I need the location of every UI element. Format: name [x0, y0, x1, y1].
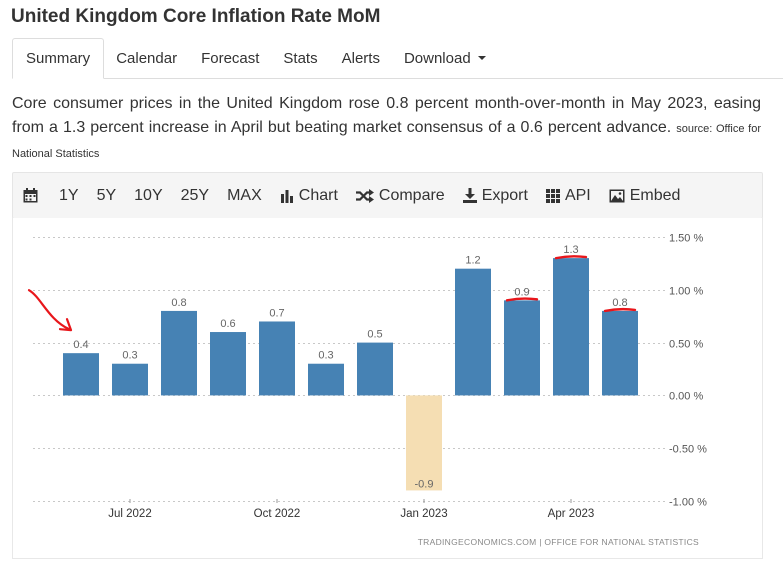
tab-download-label: Download: [403, 49, 471, 67]
data-label: 0.5: [367, 329, 382, 341]
tab-download[interactable]: Download: [392, 38, 498, 78]
tab-calendar[interactable]: Calendar: [116, 49, 178, 67]
api-button-label: API: [564, 186, 591, 204]
image-icon: [609, 189, 625, 202]
export-button[interactable]: Export: [454, 173, 537, 218]
y-tick-label: -1.00 %: [669, 497, 707, 509]
chart-container: 0.4 0.3 0.8 0.6 0.7 0.3 0.5 -0.9 1.2 0.9 1.3 0.8 1.…: [12, 218, 763, 559]
axis-layer: 1.50 % 1.00 % 0.50 % 0.00 % -0.50 % -1.00 % Ju…: [108, 233, 707, 521]
data-label: -0.9: [415, 478, 434, 490]
range-max-button[interactable]: MAX: [227, 186, 262, 204]
bar[interactable]: [63, 353, 99, 396]
tab-bar: Summary Calendar Forecast Stats Alerts D…: [12, 38, 783, 79]
data-label: 0.8: [171, 297, 186, 309]
y-tick-label: -0.50 %: [669, 444, 707, 456]
bar[interactable]: [504, 300, 540, 396]
x-tick-label: Apr 2023: [548, 508, 595, 520]
page-title: United Kingdom Core Inflation Rate MoM: [11, 6, 381, 27]
data-label: 0.9: [514, 286, 529, 298]
annotation-arrowhead: [58, 318, 73, 332]
range-10y-button[interactable]: 10Y: [134, 186, 163, 204]
annotation-underline: [603, 307, 637, 313]
annotation-underline: [554, 255, 588, 260]
calendar-button[interactable]: [13, 173, 50, 218]
calendar-icon: [23, 188, 38, 203]
data-label: 0.6: [220, 318, 235, 330]
tab-summary[interactable]: Summary: [12, 38, 105, 79]
api-button[interactable]: API: [537, 173, 600, 218]
download-icon: [462, 188, 477, 203]
compare-button[interactable]: Compare: [347, 173, 454, 218]
embed-button[interactable]: Embed: [600, 173, 690, 218]
y-tick-label: 0.00 %: [669, 391, 703, 403]
summary-text: Core consumer prices in the United Kingd…: [12, 92, 761, 166]
chart-credit: TRADINGECONOMICS.COM | OFFICE FOR NATION…: [418, 537, 699, 547]
data-label: 0.3: [122, 350, 137, 362]
bar[interactable]: [259, 321, 295, 396]
data-label: 0.3: [318, 350, 333, 362]
bar[interactable]: [406, 395, 442, 491]
annotation-underline: [505, 297, 539, 302]
data-label: 0.7: [269, 307, 284, 319]
data-label: 1.2: [465, 255, 480, 267]
y-tick-label: 1.50 %: [669, 233, 703, 245]
compare-button-label: Compare: [378, 186, 445, 204]
embed-button-label: Embed: [629, 186, 681, 204]
bar[interactable]: [357, 342, 393, 396]
bar-chart: 0.4 0.3 0.8 0.6 0.7 0.3 0.5 -0.9 1.2 0.9 1.3 0.8 1.…: [27, 233, 707, 547]
bar[interactable]: [602, 310, 638, 396]
x-tick-label: Jan 2023: [400, 508, 447, 520]
range-25y-button[interactable]: 25Y: [180, 186, 210, 204]
bar-layer: [63, 258, 638, 491]
bar-chart-icon: [280, 189, 293, 203]
annotation-layer: [27, 255, 637, 332]
caret-down-icon: [477, 56, 486, 60]
tab-stats[interactable]: Stats: [283, 49, 318, 67]
data-label: 0.8: [612, 297, 627, 309]
chart-button-label: Chart: [298, 186, 338, 204]
x-tick-label: Jul 2022: [108, 508, 151, 520]
label-layer: 0.4 0.3 0.8 0.6 0.7 0.3 0.5 -0.9 1.2 0.9 1.3 0.8: [73, 244, 627, 490]
chart-toolbar: 1Y 5Y 10Y 25Y MAX Chart Compare Export: [12, 172, 763, 219]
range-5y-button[interactable]: 5Y: [96, 186, 117, 204]
tab-forecast[interactable]: Forecast: [201, 49, 260, 67]
grid-layer: [33, 237, 666, 502]
data-label: 0.4: [73, 339, 88, 351]
y-tick-label: 1.00 %: [669, 286, 703, 298]
chart-button[interactable]: Chart: [271, 173, 347, 218]
bar[interactable]: [210, 332, 246, 396]
shuffle-icon: [355, 188, 374, 203]
bar[interactable]: [455, 268, 491, 396]
summary-description: Core consumer prices in the United Kingd…: [12, 95, 761, 136]
export-button-label: Export: [481, 186, 528, 204]
grid-icon: [545, 188, 560, 203]
bar[interactable]: [553, 258, 589, 396]
annotation-arrow: [27, 289, 71, 331]
range-1y-button[interactable]: 1Y: [59, 186, 79, 204]
bar[interactable]: [308, 363, 344, 396]
source-note: source: Office for National Statistics: [12, 123, 761, 160]
y-tick-label: 0.50 %: [669, 339, 703, 351]
x-tick-label: Oct 2022: [254, 508, 301, 520]
data-label: 1.3: [563, 244, 578, 256]
bar[interactable]: [161, 310, 197, 396]
tab-alerts[interactable]: Alerts: [341, 49, 380, 67]
bar[interactable]: [112, 363, 148, 396]
